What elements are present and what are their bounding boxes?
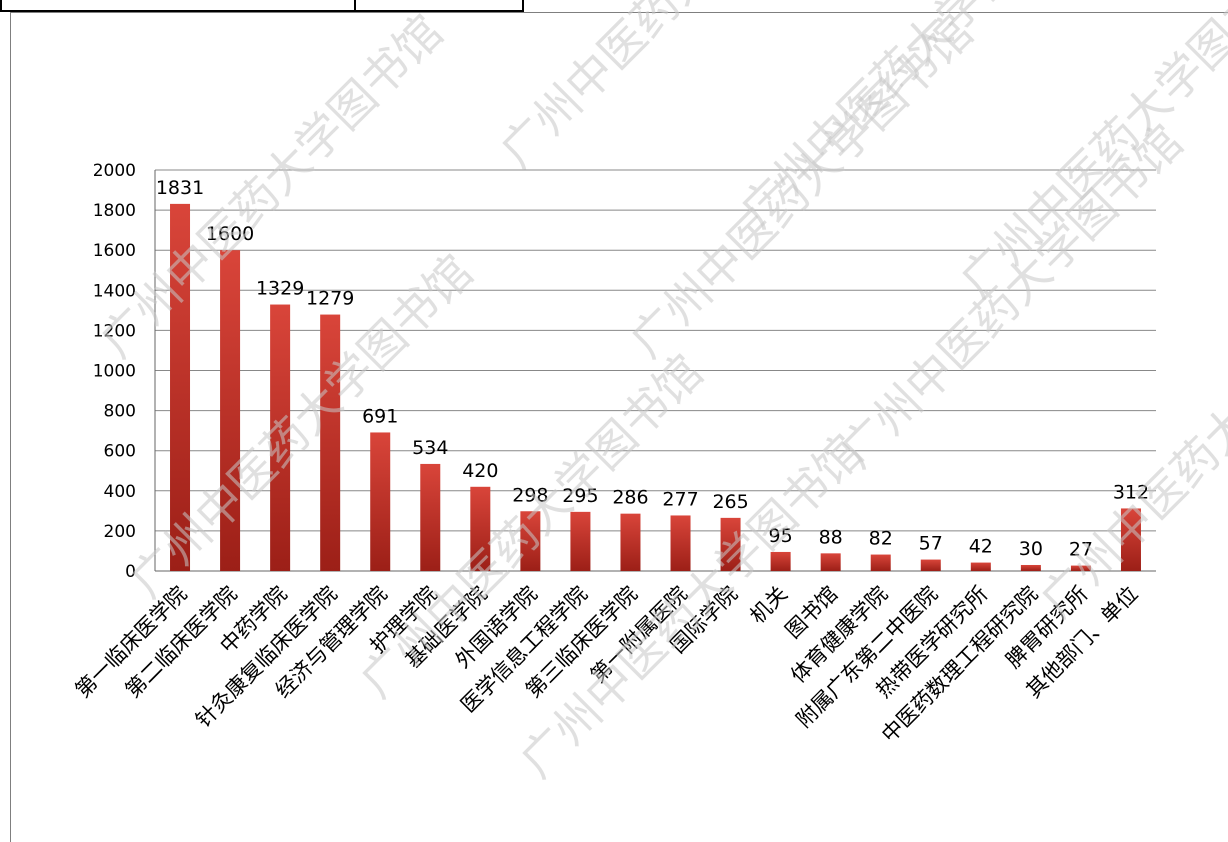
- watermark-text: 广州中医药大学图书馆: [620, 4, 983, 367]
- bar: [320, 314, 341, 571]
- bar: [170, 203, 191, 571]
- data-label: 27: [1069, 539, 1093, 561]
- y-tick-label: 1000: [93, 362, 136, 382]
- data-label: 95: [769, 525, 793, 547]
- bar: [570, 511, 591, 571]
- bars: [170, 203, 1141, 571]
- spreadsheet-cells-strip: [0, 0, 524, 12]
- data-labels: 1831 1600 1329 1279 691 534 420 298 295 286 277 265…: [156, 177, 1149, 561]
- y-tick-label: 1600: [93, 241, 136, 261]
- data-label: 265: [712, 491, 748, 513]
- data-label: 286: [612, 487, 648, 509]
- data-label: 82: [869, 528, 893, 550]
- chart-frame: [10, 12, 1228, 842]
- bar: [870, 554, 891, 571]
- y-tick-label: 200: [104, 522, 136, 542]
- data-label: 534: [412, 437, 448, 459]
- cell-divider: [354, 0, 356, 12]
- data-label: 1329: [256, 278, 304, 300]
- y-tick-label: 1400: [93, 281, 136, 301]
- data-label: 1600: [206, 223, 254, 245]
- data-label: 30: [1019, 538, 1043, 560]
- bar: [520, 511, 541, 571]
- bar: [720, 517, 741, 571]
- y-tick-label: 800: [104, 402, 136, 422]
- y-tick-label: 0: [125, 562, 136, 582]
- data-label: 1831: [156, 177, 204, 199]
- data-label: 295: [562, 485, 598, 507]
- bar: [1020, 564, 1041, 571]
- bar: [670, 515, 691, 571]
- data-label: 420: [462, 460, 498, 482]
- bar: [420, 463, 441, 571]
- bar: [920, 559, 941, 571]
- data-label: 42: [969, 536, 993, 558]
- bar: [1070, 565, 1091, 571]
- y-axis-ticks: 0 200 400 600 800 1000 1200 1400 1600 1800 2000: [93, 161, 136, 582]
- bar: [820, 553, 841, 571]
- bar: [370, 432, 391, 571]
- bar: [970, 562, 991, 571]
- bar: [220, 250, 241, 571]
- y-tick-label: 1800: [93, 201, 136, 221]
- data-label: 312: [1113, 481, 1149, 503]
- y-tick-label: 600: [104, 442, 136, 462]
- data-label: 691: [362, 405, 398, 427]
- data-label: 57: [919, 533, 943, 555]
- bar: [270, 304, 291, 571]
- data-label: 277: [662, 488, 698, 510]
- y-tick-label: 1200: [93, 321, 136, 341]
- y-tick-label: 400: [104, 482, 136, 502]
- watermark-text: 广州中医药大学图书馆: [1030, 264, 1228, 627]
- bar: [770, 551, 791, 571]
- bar: [470, 486, 491, 571]
- data-label: 88: [819, 526, 843, 548]
- data-label: 1279: [306, 288, 354, 310]
- y-tick-label: 2000: [93, 161, 136, 181]
- bar: [1120, 508, 1141, 571]
- watermark-text: 广州中医药大学图书馆: [830, 114, 1193, 477]
- bar: [620, 513, 641, 571]
- data-label: 298: [512, 484, 548, 506]
